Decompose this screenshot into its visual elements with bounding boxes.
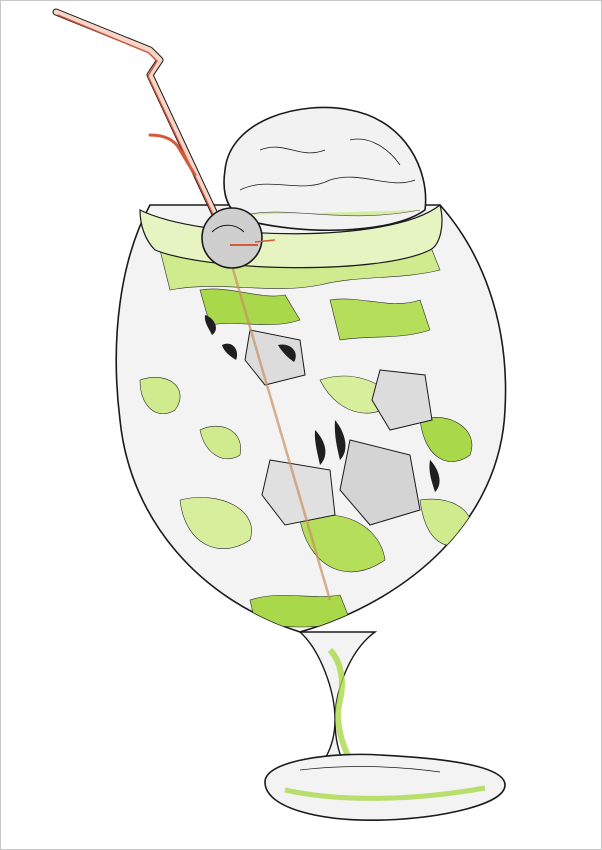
fish-icon: [204, 315, 440, 492]
cherry-icon: [201, 207, 276, 269]
straw-icon: [52, 8, 332, 601]
glass-base: [264, 753, 506, 821]
